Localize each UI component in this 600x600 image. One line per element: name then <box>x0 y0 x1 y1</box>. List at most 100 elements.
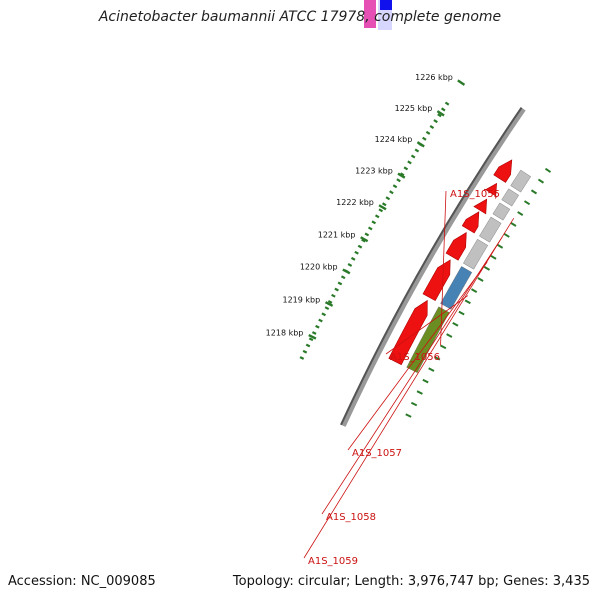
dot-mark <box>381 202 387 207</box>
inner-tick <box>537 178 545 184</box>
feature-segment[interactable] <box>510 169 532 193</box>
dot-mark <box>403 166 409 171</box>
dot-mark <box>437 113 442 118</box>
kbp-label: 1219 kbp <box>282 295 320 304</box>
inner-tick <box>510 221 517 227</box>
dot-mark <box>385 196 391 201</box>
forward-gene[interactable] <box>388 299 428 366</box>
gene-label[interactable]: A1S_1055 <box>450 189 500 200</box>
inner-tick <box>458 310 465 316</box>
kbp-label: 1222 kbp <box>336 198 374 207</box>
inner-tick <box>440 344 447 350</box>
dot-mark <box>399 172 405 177</box>
label-leader-line <box>303 217 515 559</box>
gene-label[interactable]: A1S_1059 <box>308 556 358 567</box>
gene-label[interactable]: A1S_1058 <box>326 512 376 523</box>
dot-mark <box>324 306 330 311</box>
feature-ring <box>406 169 532 374</box>
dot-mark <box>440 107 446 112</box>
kbp-tick <box>436 110 445 117</box>
inner-tick <box>422 378 429 384</box>
kbp-label: 1218 kbp <box>266 328 304 337</box>
feature-segment[interactable] <box>463 238 489 270</box>
inner-tick <box>517 211 524 216</box>
dot-mark <box>305 343 311 348</box>
dot-mark <box>407 160 412 165</box>
kbp-label: 1220 kbp <box>300 263 338 272</box>
inner-tick <box>452 321 459 327</box>
kbp-tick <box>378 204 387 211</box>
dot-mark <box>433 119 438 124</box>
inner-tick <box>544 167 552 173</box>
dot-mark <box>311 331 317 335</box>
feature-segment[interactable] <box>501 188 520 207</box>
gene-label[interactable]: A1S_1057 <box>352 448 402 459</box>
dot-mark <box>414 148 420 153</box>
backbone-edge <box>340 107 523 426</box>
dot-mark <box>425 130 431 135</box>
top-feature[interactable] <box>364 0 376 28</box>
genome-summary-text: Topology: circular; Length: 3,976,747 bp… <box>232 574 590 589</box>
kbp-tick <box>342 268 351 275</box>
forward-gene[interactable] <box>483 182 498 200</box>
dot-mark <box>361 238 366 243</box>
label-leader-line <box>347 261 488 451</box>
inner-tick-ring <box>405 167 552 418</box>
inner-tick <box>503 232 510 238</box>
dot-mark <box>321 312 326 317</box>
dot-mark <box>340 275 346 280</box>
dot-mark <box>389 190 394 195</box>
forward-gene[interactable] <box>461 211 480 234</box>
dot-mark <box>392 184 398 189</box>
inner-tick <box>446 333 453 338</box>
dot-mark <box>302 349 308 354</box>
dot-mark <box>368 226 373 231</box>
inner-tick <box>496 243 504 249</box>
kbp-tick <box>416 141 425 148</box>
label-leader-line <box>440 190 447 346</box>
dot-mark <box>444 101 450 106</box>
dot-mark <box>371 220 377 225</box>
inner-tick <box>530 189 538 195</box>
feature-segment[interactable] <box>440 266 473 310</box>
top-features <box>364 0 392 30</box>
label-leader-line <box>385 295 469 355</box>
backbone-ring <box>340 107 526 427</box>
kbp-label: 1224 kbp <box>375 135 413 144</box>
feature-segment[interactable] <box>492 202 511 221</box>
forward-gene[interactable] <box>473 198 488 215</box>
backbone-line <box>340 107 526 427</box>
inner-tick <box>416 390 423 395</box>
gene-labels[interactable]: A1S_1055 A1S_1056 A1S_1057 A1S_1058 A1S_1059 <box>303 189 515 567</box>
label-leader-line <box>321 236 503 515</box>
dot-mark <box>331 293 336 298</box>
inner-tick <box>405 413 412 418</box>
kbp-tick <box>308 333 317 340</box>
kbp-tick <box>360 236 369 243</box>
inner-tick <box>410 401 418 407</box>
gene-label[interactable]: A1S_1056 <box>390 352 440 363</box>
dot-mark <box>347 263 353 267</box>
kbp-label: 1225 kbp <box>395 104 433 113</box>
inner-tick <box>434 355 441 361</box>
dot-mark <box>422 136 427 141</box>
inner-tick <box>483 266 491 271</box>
dot-mark <box>374 214 380 219</box>
dot-mark <box>327 300 333 304</box>
dot-mark <box>318 318 323 323</box>
dot-mark <box>315 324 320 329</box>
top-feature[interactable] <box>380 0 392 10</box>
kbp-label: 1226 kbp <box>415 73 453 82</box>
dot-mark <box>337 281 343 286</box>
inner-tick <box>470 288 478 293</box>
outer-dotted-ring <box>299 101 450 360</box>
dot-mark <box>357 244 363 249</box>
dot-mark <box>378 208 384 213</box>
inner-tick <box>490 254 497 260</box>
forward-gene[interactable] <box>445 232 467 261</box>
forward-gene[interactable] <box>493 159 513 183</box>
dot-mark <box>308 337 314 342</box>
feature-segment[interactable] <box>479 216 502 243</box>
